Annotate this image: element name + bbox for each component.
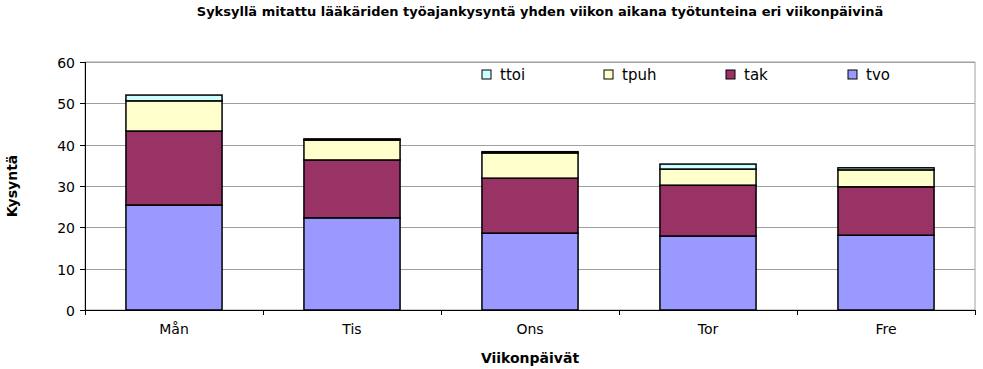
bar-segment — [660, 185, 756, 236]
tick-mark — [80, 310, 85, 311]
category-label: Tor — [697, 321, 719, 337]
grid-line — [85, 62, 975, 63]
bars — [126, 95, 934, 310]
legend-swatch — [848, 70, 857, 79]
bar-segment — [838, 235, 934, 310]
x-tick — [619, 310, 620, 315]
category-label: Mån — [159, 321, 189, 337]
bar-segment — [126, 131, 222, 205]
bar-segment — [482, 152, 578, 153]
tick-label: 0 — [66, 303, 75, 319]
tick-mark — [80, 103, 85, 104]
tick-label: 50 — [57, 96, 75, 112]
category-label: Fre — [875, 321, 896, 337]
legend: ttoi tpuh tak tvo — [472, 64, 970, 86]
tick-mark — [80, 227, 85, 228]
bar-segment — [304, 160, 400, 218]
bar-segment — [482, 233, 578, 310]
x-tick — [797, 310, 798, 315]
bar-segment — [304, 218, 400, 310]
legend-label: tak — [744, 66, 768, 84]
chart: 0 10 20 30 40 50 60 Mån Tis Ons Tor Fre Syksyllä mit… — [0, 0, 983, 369]
legend-label: tpuh — [622, 66, 656, 84]
bar-segment — [660, 169, 756, 185]
category-label: Ons — [516, 321, 543, 337]
legend-label: tvo — [866, 66, 890, 84]
tick-label: 40 — [57, 138, 75, 154]
tick-mark — [80, 186, 85, 187]
category-label: Tis — [341, 321, 361, 337]
bar-segment — [482, 178, 578, 233]
legend-label: ttoi — [500, 66, 525, 84]
bar-segment — [304, 140, 400, 160]
legend-swatch — [726, 70, 735, 79]
bar-segment — [304, 139, 400, 140]
x-tick — [85, 310, 86, 315]
x-axis — [85, 310, 975, 311]
tick-mark — [80, 145, 85, 146]
y-axis-label: Kysyntä — [4, 155, 20, 218]
bar-segment — [838, 187, 934, 235]
legend-box — [472, 64, 970, 86]
x-tick — [441, 310, 442, 315]
tick-label: 60 — [57, 55, 75, 71]
tick-mark — [80, 62, 85, 63]
bar-segment — [126, 205, 222, 310]
plot-area — [85, 62, 975, 310]
tick-label: 30 — [57, 179, 75, 195]
legend-swatch — [482, 70, 491, 79]
tick-mark — [80, 269, 85, 270]
x-tick — [263, 310, 264, 315]
legend-swatch — [604, 70, 613, 79]
bar-segment — [838, 168, 934, 170]
title: Syksyllä mitattu lääkäriden työajankysyn… — [197, 4, 883, 19]
x-axis-label: Viikonpäivät — [481, 350, 580, 366]
grid-line — [85, 310, 975, 311]
tick-label: 20 — [57, 220, 75, 236]
bar-segment — [660, 236, 756, 310]
bar-segment — [126, 95, 222, 101]
y-axis — [85, 62, 86, 310]
tick-label: 10 — [57, 262, 75, 278]
bar-segment — [126, 101, 222, 131]
bar-segment — [838, 170, 934, 187]
bar-segment — [660, 164, 756, 169]
x-tick — [975, 310, 976, 315]
bar-segment — [482, 153, 578, 178]
